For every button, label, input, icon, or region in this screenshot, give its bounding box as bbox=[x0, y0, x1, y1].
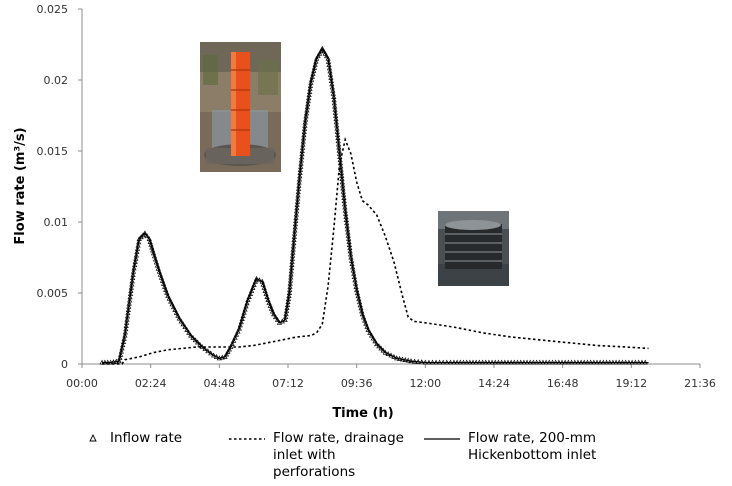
inflow-point bbox=[316, 50, 323, 56]
x-tick-label: 12:00 bbox=[409, 377, 441, 390]
legend-label-line: perforations bbox=[273, 464, 356, 480]
inflow-point bbox=[169, 301, 175, 307]
x-tick-label: 21:36 bbox=[684, 377, 716, 390]
y-tick-labels: 0 0.005 0.01 0.015 0.02 0.025 bbox=[37, 3, 82, 371]
inflow-point bbox=[321, 48, 327, 54]
inflow-point bbox=[166, 295, 172, 301]
x-tick-label: 07:12 bbox=[272, 377, 304, 390]
inflow-point bbox=[368, 332, 375, 338]
y-tick-label: 0.01 bbox=[44, 216, 69, 229]
x-tick-label: 04:48 bbox=[203, 377, 235, 390]
legend-label-line: inlet with bbox=[273, 447, 336, 463]
inflow-point bbox=[324, 53, 330, 59]
inflow-point bbox=[273, 314, 279, 320]
x-tick-label: 19:12 bbox=[615, 377, 647, 390]
inflow-point bbox=[271, 311, 277, 317]
series-flow-rate-200-mm-hickenbottom-inlet bbox=[102, 47, 649, 364]
inflow-point bbox=[370, 335, 376, 341]
y-tick-label: 0.015 bbox=[37, 145, 69, 158]
inflow-point bbox=[175, 312, 181, 318]
inflow-point bbox=[367, 329, 373, 335]
inflow-point bbox=[182, 324, 188, 330]
inflow-point bbox=[173, 309, 179, 315]
inflow-point bbox=[372, 338, 378, 344]
legend: Inflow rate Flow rate, drainage inlet with… bbox=[82, 430, 722, 486]
inflow-point bbox=[168, 298, 174, 304]
inflow-point bbox=[274, 317, 281, 322]
inflow-point bbox=[315, 53, 321, 59]
inflow-point bbox=[184, 326, 190, 332]
inflow-point bbox=[322, 50, 328, 56]
legend-label-line: Flow rate, drainage bbox=[273, 430, 404, 446]
inflow-point bbox=[178, 318, 184, 324]
series-flow-rate-drainage-inlet-with-perforations bbox=[102, 136, 649, 365]
y-tick-label: 0.02 bbox=[44, 74, 69, 87]
inflow-point bbox=[180, 321, 186, 327]
y-axis-title: Flow rate (m³/s) bbox=[13, 127, 28, 244]
inflow-point bbox=[318, 48, 324, 54]
x-tick-labels: 00:00 02:24 04:48 07:12 09:36 12:00 14:24 16:48… bbox=[66, 364, 716, 390]
inflow-point bbox=[176, 315, 182, 321]
x-tick-label: 16:48 bbox=[547, 377, 579, 390]
series-inflow-rate bbox=[99, 45, 648, 365]
x-tick-label: 00:00 bbox=[66, 377, 98, 390]
legend-item-hickenbottom-inlet: Flow rate, 200-mm Hickenbottom inlet bbox=[422, 430, 596, 464]
y-tick-label: 0.025 bbox=[37, 3, 69, 16]
inflow-point bbox=[172, 307, 178, 312]
perforated-drainage-inlet-photo bbox=[200, 42, 281, 172]
y-tick-label: 0.005 bbox=[37, 287, 69, 300]
legend-label: Flow rate, 200-mm Hickenbottom inlet bbox=[468, 430, 596, 464]
legend-swatch bbox=[424, 438, 460, 440]
inflow-point bbox=[282, 317, 288, 322]
legend-label: Inflow rate bbox=[110, 430, 182, 447]
x-tick-label: 02:24 bbox=[135, 377, 167, 390]
legend-item-inflow-rate: Inflow rate bbox=[82, 430, 182, 447]
hickenbottom-inlet-photo bbox=[438, 211, 509, 286]
legend-label: Flow rate, drainage inlet with perforation… bbox=[273, 430, 404, 481]
inflow-point bbox=[223, 351, 230, 357]
inflow-point bbox=[142, 230, 148, 236]
inflow-point bbox=[226, 346, 232, 352]
inflow-point bbox=[165, 292, 171, 298]
series-group bbox=[99, 45, 649, 365]
inflow-point bbox=[374, 341, 380, 347]
inflow-point bbox=[225, 348, 231, 354]
inflow-point bbox=[170, 304, 177, 310]
legend-label-line: Hickenbottom inlet bbox=[468, 447, 597, 463]
x-tick-label: 14:24 bbox=[478, 377, 510, 390]
inflow-point bbox=[319, 45, 325, 51]
inflow-point bbox=[365, 326, 371, 332]
chart: 00:00 02:24 04:48 07:12 09:36 12:00 14:24 16:48… bbox=[13, 3, 716, 421]
y-tick-label: 0 bbox=[61, 358, 68, 371]
legend-swatch bbox=[89, 433, 97, 442]
x-tick-label: 09:36 bbox=[341, 377, 373, 390]
x-axis-title: Time (h) bbox=[332, 406, 393, 421]
legend-label-line: Flow rate, 200-mm bbox=[468, 430, 597, 446]
triangle-marker-icon bbox=[89, 433, 97, 442]
legend-item-drainage-inlet: Flow rate, drainage inlet with perforation… bbox=[227, 430, 404, 481]
legend-swatch bbox=[229, 438, 265, 440]
legend-label-line: Inflow rate bbox=[110, 430, 183, 446]
